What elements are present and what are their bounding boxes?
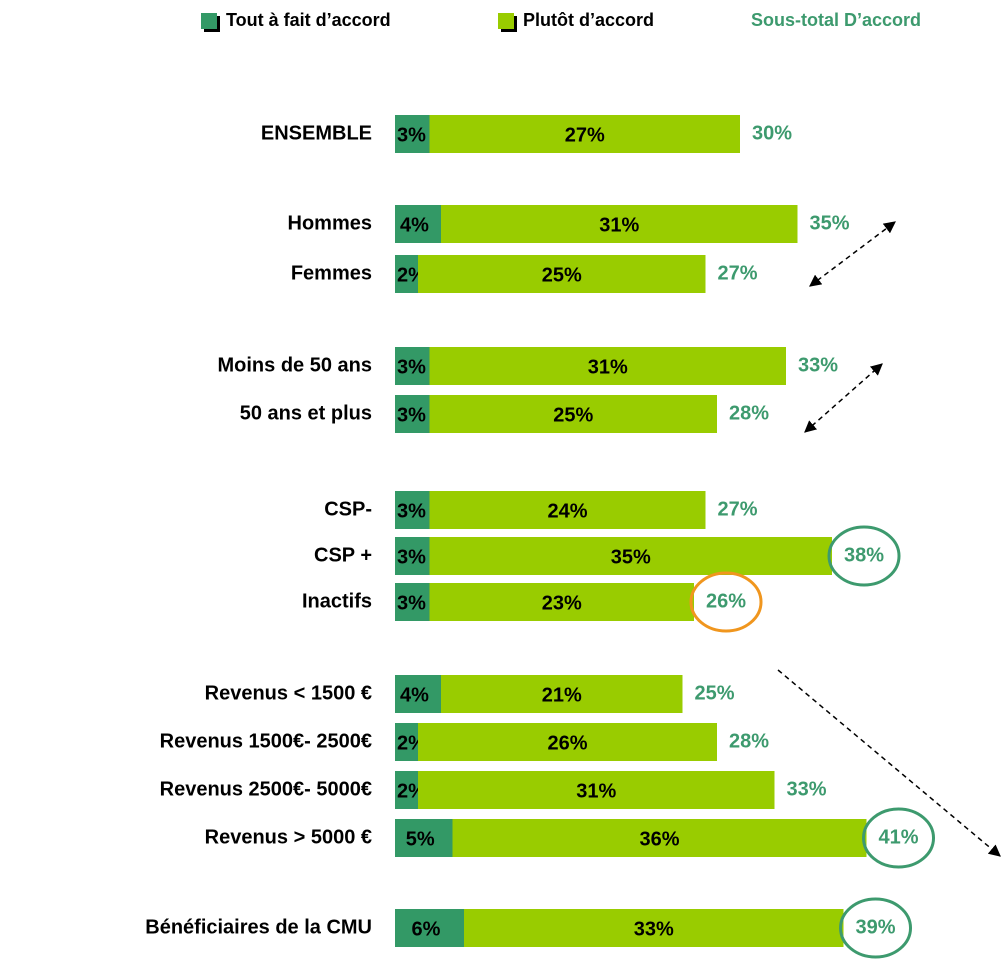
data-label: 36% [639,828,679,850]
bar-segment [429,491,706,529]
category-label: CSP + [314,544,372,566]
highlight-circle [862,807,936,869]
legend-label: Tout à fait d’accord [226,10,391,30]
bar-segment [441,675,683,713]
legend-swatch [201,13,217,29]
bar-segment [429,115,740,153]
total-label: 39% [856,916,896,938]
category-label: CSP- [324,498,372,520]
category-label: Revenus 2500€- 5000€ [160,778,372,800]
data-label: 31% [576,780,616,802]
data-label: 24% [547,500,587,522]
bar-segment [464,909,844,947]
bar-segment [395,771,418,809]
category-label: Bénéficiaires de la CMU [145,916,372,938]
arrow [777,669,1001,857]
highlight-circle [827,525,901,587]
data-label: 3% [397,356,426,378]
total-label: 27% [718,262,758,284]
data-label: 31% [599,214,639,236]
total-label: 28% [729,402,769,424]
legend-label: Plutôt d’accord [523,10,654,30]
bar-segment [429,347,786,385]
bar-segment [395,583,430,621]
data-label: 4% [400,684,429,706]
bar-segment [441,205,798,243]
data-label: 25% [553,404,593,426]
total-label: 30% [752,122,792,144]
highlight-circle [689,571,763,633]
total-label: 41% [879,826,919,848]
data-label: 4% [400,214,429,236]
legend: Tout à fait d’accord Plutôt d’accord Sou… [201,10,921,32]
total-label: 38% [844,544,884,566]
bar-segment [418,255,706,293]
data-label: 27% [565,124,605,146]
bar-segment [429,537,832,575]
category-label: Revenus > 5000 € [205,826,372,848]
bar-segment [418,771,775,809]
data-label: 35% [611,546,651,568]
category-label: 50 ans et plus [240,402,372,424]
data-label: 21% [542,684,582,706]
data-label: 6% [412,918,441,940]
bar-segment [395,347,430,385]
bar-segment [429,583,694,621]
legend-swatch [498,13,514,29]
bar-segment [395,115,430,153]
bar-segment [429,395,717,433]
data-label: 23% [542,592,582,614]
arrows [777,221,1001,857]
category-label: Femmes [291,262,372,284]
data-label: 25% [542,264,582,286]
total-label: 33% [787,778,827,800]
category-label: Revenus 1500€- 2500€ [160,730,372,752]
data-label: 3% [397,404,426,426]
bar-segment [452,819,867,857]
data-label: 3% [397,500,426,522]
data-label: 5% [406,828,435,850]
bar-segment [395,255,418,293]
bar-segment [418,723,717,761]
bar-segment [395,205,441,243]
bar-segment [395,491,430,529]
highlight-circle [839,897,913,959]
total-label: 26% [706,590,746,612]
total-label: 25% [695,682,735,704]
legend-label: Sous-total D’accord [751,10,921,30]
data-label: 3% [397,124,426,146]
data-label: 31% [588,356,628,378]
data-label: 26% [547,732,587,754]
total-label: 28% [729,730,769,752]
bar-segment [395,723,418,761]
data-label: 3% [397,546,426,568]
total-label: 33% [798,354,838,376]
arrow [804,363,883,433]
bar-segment [395,909,464,947]
category-label: Moins de 50 ans [218,354,373,376]
bar-segment [395,675,441,713]
data-label: 3% [397,592,426,614]
bar-segment [395,395,430,433]
category-label: Revenus < 1500 € [205,682,372,704]
category-label: Hommes [288,212,372,234]
category-label: ENSEMBLE [261,122,372,144]
bar-segment [395,537,430,575]
total-label: 35% [810,212,850,234]
total-label: 27% [718,498,758,520]
bar-segment [395,819,453,857]
category-label: Inactifs [302,590,372,612]
data-label: 33% [634,918,674,940]
